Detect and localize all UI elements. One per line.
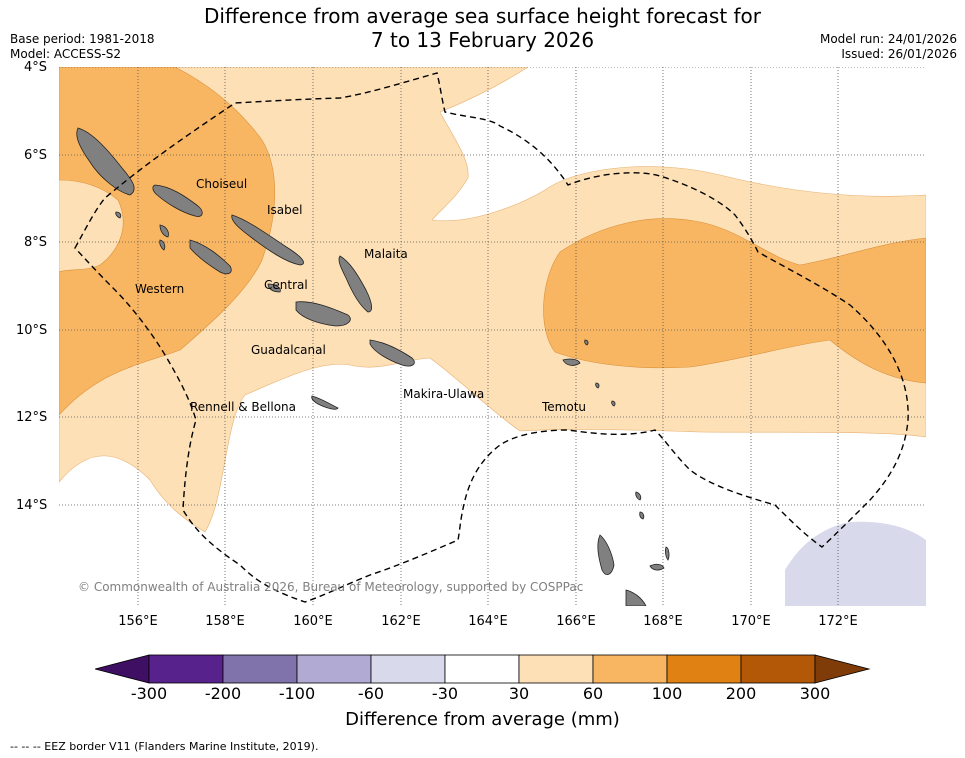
eez-legend-note: -- -- -- EEZ border V11 (Flanders Marine… — [10, 740, 319, 753]
colorbar-tick-300: 300 — [799, 684, 831, 703]
title-line-2: 7 to 13 February 2026 — [370, 28, 595, 52]
land — [76, 127, 670, 606]
base-period: Base period: 1981-2018 — [10, 32, 155, 46]
model-run: Model run: 24/01/2026 — [819, 32, 957, 46]
region-label-rennell-bellona: Rennell & Bellona — [190, 400, 297, 414]
eez-border — [74, 72, 909, 603]
island-choiseul — [152, 184, 203, 217]
colorbar-tick-neg30: -30 — [431, 684, 459, 703]
island-isabel — [231, 214, 304, 266]
island-vanuatu-north — [625, 589, 647, 606]
model-name: Model: ACCESS-S2 — [10, 47, 122, 61]
island-vanuatu-islet-2 — [639, 511, 645, 520]
island-ranongga — [159, 239, 166, 251]
region-label-western: Western — [135, 282, 185, 296]
contour-60-100-east — [543, 218, 926, 384]
colorbar-tick-neg200: -200 — [204, 684, 242, 703]
lon-label-172e: 172°E — [818, 614, 858, 629]
issued-date: Issued: 26/01/2026 — [841, 47, 957, 61]
contour-60-100-west — [59, 67, 276, 416]
lat-label-12s: 12°S — [16, 410, 48, 425]
lon-label-166e: 166°E — [556, 614, 596, 629]
graticule — [59, 67, 926, 606]
lat-label-6s: 6°S — [24, 148, 48, 163]
lat-label-8s: 8°S — [24, 235, 48, 250]
island-treasury — [115, 211, 122, 219]
colorbar-extend-high — [814, 654, 871, 684]
island-tikopia — [595, 382, 600, 389]
title-line-1: Difference from average sea surface heig… — [203, 4, 762, 28]
island-vanuatu-east — [649, 563, 665, 571]
colorbar-label: Difference from average (mm) — [345, 709, 620, 730]
colorbar — [95, 654, 871, 684]
lon-label-170e: 170°E — [731, 614, 771, 629]
island-vanuatu-islet-3 — [665, 546, 670, 561]
meta-right: Model run: 24/01/2026 Issued: 26/01/2026 — [820, 32, 957, 62]
lat-label-10s: 10°S — [16, 323, 48, 338]
region-label-choiseul: Choiseul — [196, 177, 248, 191]
island-vanuatu-islet-1 — [635, 491, 642, 501]
island-anuta — [611, 400, 616, 407]
island-florida — [267, 283, 281, 293]
lon-label-162e: 162°E — [381, 614, 421, 629]
island-santa-cruz — [562, 358, 581, 366]
colorbar-bin-4 — [370, 654, 446, 684]
region-label-central: Central — [264, 278, 308, 292]
island-vella-lavella — [159, 224, 169, 238]
lat-label-14s: 14°S — [16, 498, 48, 513]
lon-label-160e: 160°E — [293, 614, 333, 629]
colorbar-bin-7 — [592, 654, 668, 684]
chart-title: Difference from average sea surface heig… — [0, 4, 965, 52]
island-new-georgia — [189, 239, 232, 275]
colorbar-tick-30: 30 — [508, 684, 530, 703]
colorbar-tick-100: 100 — [651, 684, 683, 703]
colorbar-tick-neg60: -60 — [357, 684, 385, 703]
island-makira — [369, 339, 415, 367]
colorbar-tick-200: 200 — [725, 684, 757, 703]
lat-label-4s: 4°S — [24, 60, 48, 75]
colorbar-bin-1 — [148, 654, 224, 684]
lon-label-164e: 164°E — [468, 614, 508, 629]
region-label-temotu: Temotu — [542, 400, 587, 414]
region-label-isabel: Isabel — [267, 203, 303, 217]
region-label-malaita: Malaita — [364, 247, 408, 261]
lon-label-156e: 156°E — [118, 614, 158, 629]
lon-label-158e: 158°E — [205, 614, 245, 629]
colorbar-bin-2 — [222, 654, 298, 684]
colorbar-bin-6 — [518, 654, 594, 684]
copyright-notice: © Commonwealth of Australia 2026, Bureau… — [78, 580, 584, 594]
colorbar-tick-60: 60 — [582, 684, 604, 703]
region-label-guadalcanal: Guadalcanal — [251, 343, 326, 357]
colorbar-tick-neg300: -300 — [130, 684, 168, 703]
island-reef-islands — [584, 339, 589, 346]
colorbar-extend-low — [95, 654, 150, 684]
colorbar-bin-3 — [296, 654, 372, 684]
lon-label-168e: 168°E — [643, 614, 683, 629]
colorbar-bin-5 — [444, 654, 520, 684]
colorbar-bin-8 — [666, 654, 742, 684]
island-rennell — [311, 395, 339, 410]
island-malaita — [338, 255, 372, 313]
colorbar-bin-9 — [740, 654, 816, 684]
island-bougainville — [76, 127, 135, 196]
meta-left: Base period: 1981-2018 Model: ACCESS-S2 — [10, 32, 155, 62]
contour-neg60-neg30 — [785, 521, 926, 606]
colorbar-tick-neg100: -100 — [278, 684, 316, 703]
contour-30-60-main — [59, 67, 926, 533]
island-guadalcanal — [295, 301, 351, 327]
island-espiritu-santo — [597, 534, 615, 575]
region-label-makira-ulawa: Makira-Ulawa — [403, 387, 485, 401]
